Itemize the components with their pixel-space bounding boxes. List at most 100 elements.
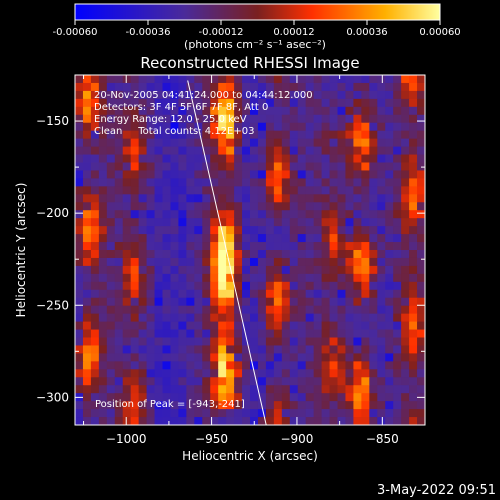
heatmap-cell	[369, 329, 378, 339]
heatmap-cell	[194, 337, 203, 347]
heatmap-cell	[385, 186, 394, 195]
heatmap-cell	[106, 234, 116, 243]
heatmap-cell	[234, 250, 243, 259]
heatmap-cell	[82, 210, 92, 219]
heatmap-cell	[138, 194, 148, 203]
heatmap-cell	[385, 353, 394, 362]
heatmap-cell	[90, 305, 100, 315]
heatmap-cell	[257, 329, 267, 339]
heatmap-cell	[401, 409, 410, 418]
heatmap-cell	[170, 401, 180, 410]
heatmap-cell	[202, 273, 211, 283]
heatmap-cell	[369, 353, 378, 362]
heatmap-cell	[353, 194, 362, 203]
heatmap-cell	[162, 138, 172, 148]
heatmap-cell	[305, 281, 315, 291]
heatmap-cell	[265, 313, 275, 323]
heatmap-cell	[297, 226, 307, 235]
heatmap-cell	[106, 202, 116, 211]
heatmap-cell	[273, 345, 283, 355]
heatmap-cell	[242, 305, 251, 315]
heatmap-cell	[130, 313, 140, 323]
heatmap-cell	[138, 321, 148, 331]
heatmap-cell	[122, 242, 132, 251]
heatmap-cell	[305, 234, 315, 243]
heatmap-cell	[377, 106, 386, 116]
heatmap-cell	[130, 250, 140, 259]
heatmap-cell	[305, 305, 315, 315]
heatmap-cell	[138, 242, 148, 251]
heatmap-cell	[130, 361, 140, 370]
heatmap-cell	[234, 401, 243, 410]
colorbar-unit-label: (photons cm⁻² s⁻¹ asec⁻²)	[184, 38, 326, 51]
heatmap-cell	[321, 186, 331, 195]
heatmap-cell	[385, 122, 394, 132]
heatmap-cell	[186, 361, 195, 370]
heatmap-cell	[242, 178, 251, 187]
heatmap-cell	[257, 345, 267, 355]
heatmap-cell	[337, 377, 347, 386]
heatmap-cell	[361, 361, 370, 370]
heatmap-cell	[98, 75, 108, 84]
heatmap-cell	[281, 345, 291, 355]
heatmap-cell	[289, 170, 299, 180]
heatmap-cell	[114, 178, 124, 187]
heatmap-cell	[265, 377, 275, 386]
footer-date: 3-May-2022 09:51	[377, 483, 496, 498]
heatmap-cell	[130, 98, 140, 108]
heatmap-cell	[170, 321, 180, 331]
heatmap-cell	[202, 178, 211, 187]
heatmap-cell	[202, 361, 211, 370]
heatmap-cell	[106, 369, 116, 378]
heatmap-cell	[138, 385, 148, 394]
heatmap-cell	[361, 250, 370, 259]
heatmap-cell	[369, 194, 378, 203]
heatmap-cell	[321, 377, 331, 386]
heatmap-cell	[313, 265, 323, 275]
heatmap-cell	[194, 82, 203, 92]
heatmap-cell	[273, 146, 283, 156]
heatmap-cell	[210, 146, 219, 156]
colorbar-tick-label: 0.00036	[346, 27, 387, 38]
heatmap-cell	[409, 130, 418, 140]
heatmap-cell	[162, 289, 172, 299]
heatmap-cell	[417, 98, 425, 108]
heatmap-cell	[226, 289, 235, 299]
heatmap-cell	[122, 218, 132, 227]
heatmap-cell	[417, 170, 425, 180]
heatmap-cell	[409, 345, 418, 355]
heatmap-cell	[337, 250, 347, 259]
heatmap-cell	[313, 234, 323, 243]
heatmap-cell	[162, 281, 172, 291]
heatmap-cell	[257, 234, 267, 243]
heatmap-cell	[297, 321, 307, 331]
heatmap-cell	[250, 393, 259, 402]
heatmap-cell	[250, 106, 259, 116]
heatmap-cell	[130, 353, 140, 362]
heatmap-cell	[321, 218, 331, 227]
heatmap-cell	[353, 210, 362, 219]
heatmap-cell	[313, 369, 323, 378]
heatmap-cell	[385, 361, 394, 370]
heatmap-cell	[250, 289, 259, 299]
limb-line	[187, 80, 267, 425]
heatmap-cell	[218, 130, 227, 140]
heatmap-cell	[369, 385, 378, 394]
heatmap-cell	[417, 297, 425, 307]
heatmap-cell	[178, 393, 187, 402]
heatmap-cell	[281, 186, 291, 195]
heatmap-cell	[313, 305, 323, 315]
y-tick-label: −200	[36, 206, 69, 220]
heatmap-cell	[353, 75, 362, 84]
heatmap-cell	[122, 321, 132, 331]
heatmap-cell	[353, 90, 362, 100]
heatmap-cell	[90, 194, 100, 203]
heatmap-cell	[337, 90, 347, 100]
heatmap-cell	[138, 401, 148, 410]
heatmap-cell	[273, 138, 283, 148]
heatmap-cell	[329, 401, 339, 410]
heatmap-cell	[130, 138, 140, 148]
heatmap-cell	[289, 393, 299, 402]
heatmap-cell	[377, 321, 386, 331]
heatmap-cell	[162, 234, 172, 243]
